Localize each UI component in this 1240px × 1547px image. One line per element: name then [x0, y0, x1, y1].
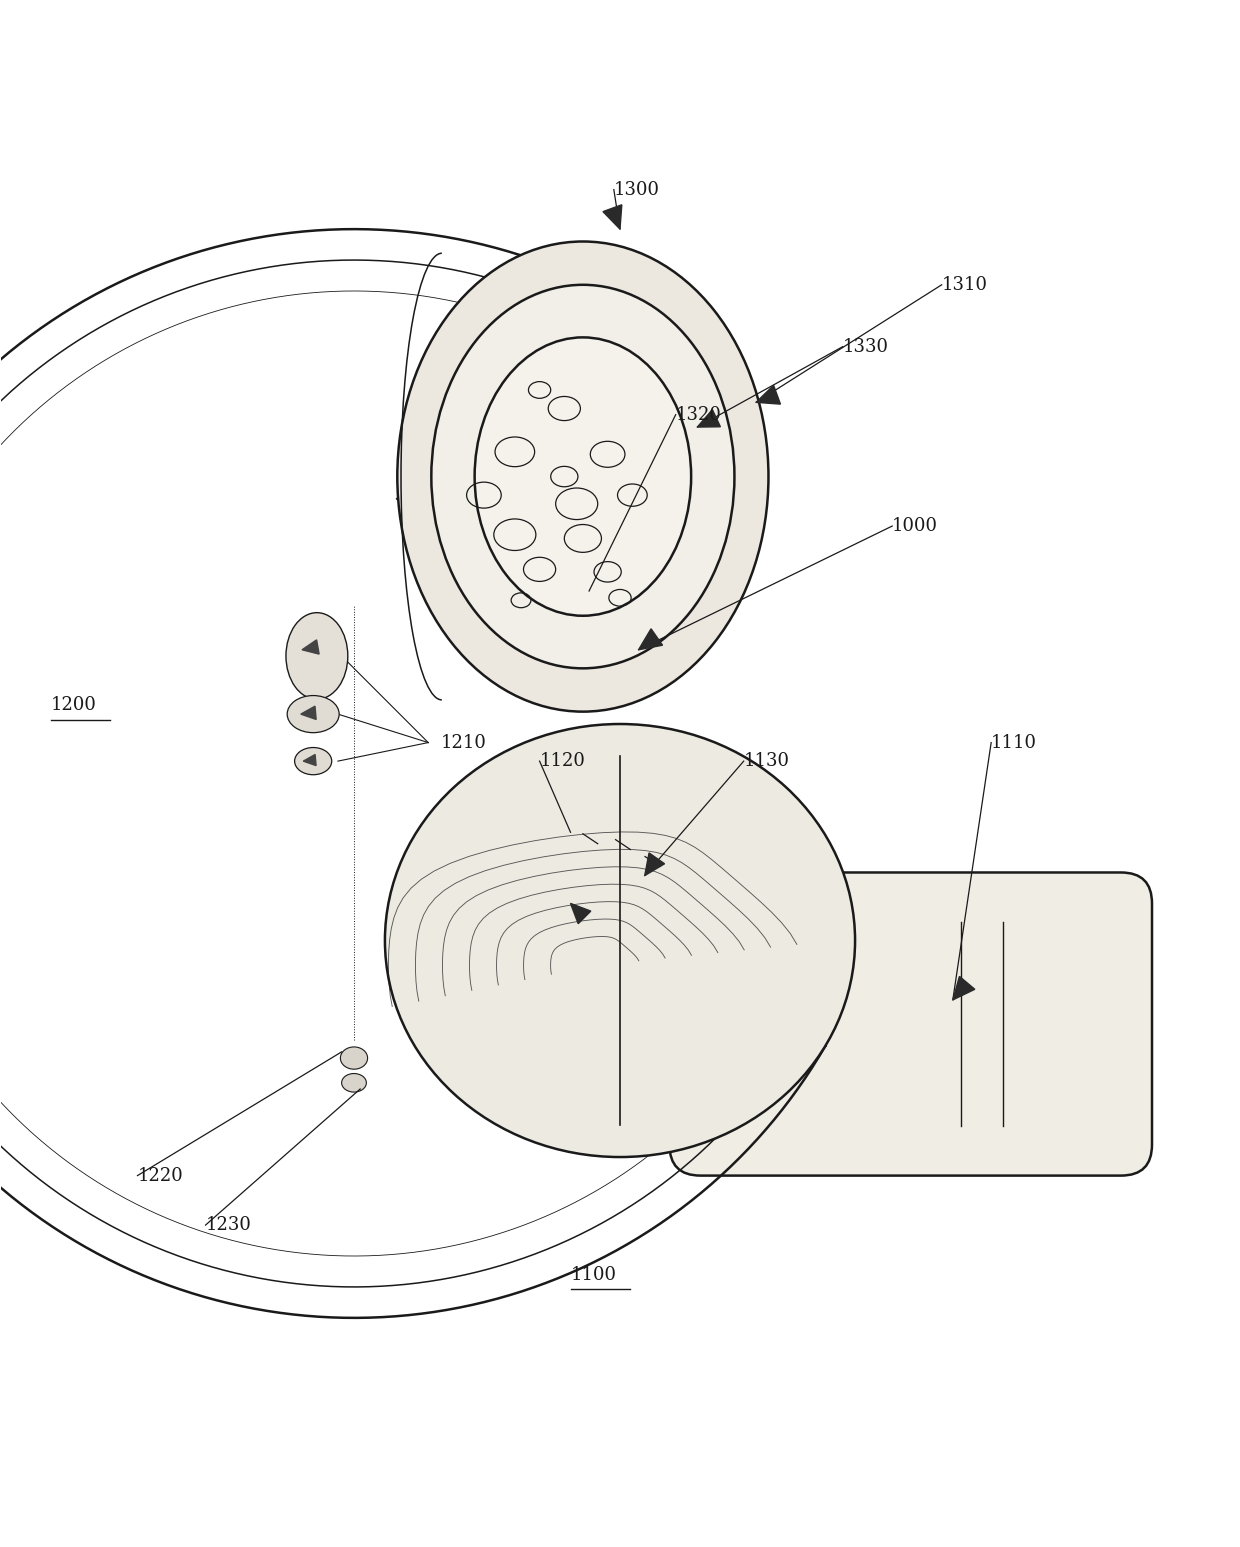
Text: 1200: 1200 [51, 696, 97, 715]
Text: 1110: 1110 [991, 733, 1037, 752]
Text: 1300: 1300 [614, 181, 660, 198]
Text: 1210: 1210 [440, 733, 486, 752]
Ellipse shape [342, 1074, 366, 1092]
Text: 1230: 1230 [206, 1216, 252, 1235]
Text: 1100: 1100 [570, 1265, 616, 1284]
Text: 1330: 1330 [843, 337, 889, 356]
Polygon shape [952, 976, 975, 999]
Ellipse shape [295, 747, 332, 775]
Polygon shape [645, 852, 665, 876]
Ellipse shape [341, 1047, 367, 1069]
Text: 1220: 1220 [138, 1166, 184, 1185]
Ellipse shape [397, 241, 769, 712]
Text: 1120: 1120 [539, 752, 585, 770]
Ellipse shape [475, 337, 691, 616]
Ellipse shape [432, 285, 734, 668]
Polygon shape [603, 204, 621, 229]
FancyBboxPatch shape [670, 873, 1152, 1176]
Polygon shape [697, 410, 720, 427]
Polygon shape [301, 705, 316, 719]
Polygon shape [304, 755, 316, 766]
Ellipse shape [384, 724, 856, 1157]
Polygon shape [303, 640, 319, 654]
Text: 1000: 1000 [893, 517, 939, 535]
Polygon shape [639, 628, 662, 650]
Ellipse shape [288, 696, 340, 733]
Text: 1130: 1130 [744, 752, 790, 770]
Ellipse shape [286, 613, 347, 699]
Text: 1310: 1310 [941, 275, 988, 294]
Text: 1320: 1320 [676, 405, 722, 424]
Polygon shape [756, 385, 780, 404]
Polygon shape [570, 903, 590, 924]
